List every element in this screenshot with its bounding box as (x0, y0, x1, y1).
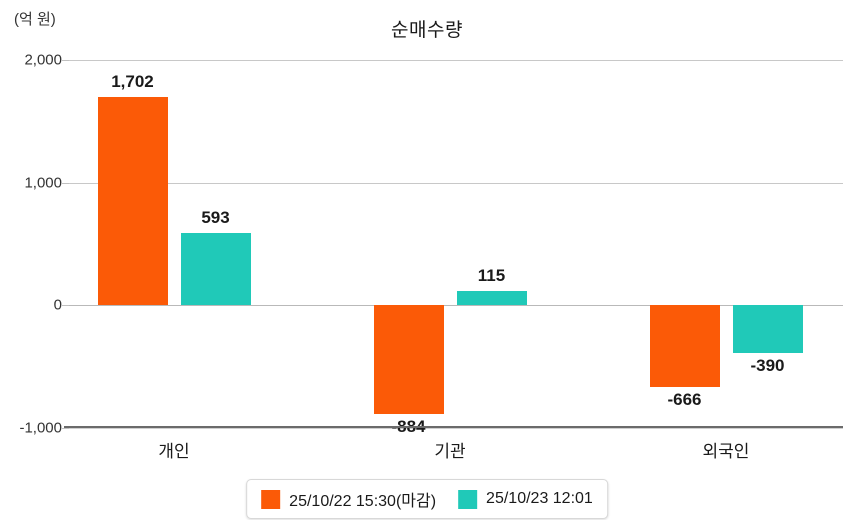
y-axis-unit-label: (억 원) (14, 11, 56, 28)
y-axis-tick-label: 1,000 (24, 174, 62, 192)
gridline (68, 182, 843, 184)
legend-swatch-icon (458, 489, 478, 509)
bar-외국인-series1[interactable] (649, 305, 720, 388)
data-label: -390 (750, 356, 785, 376)
y-axis-tick-label: 2,000 (24, 51, 62, 69)
legend-label: 25/10/23 12:01 (486, 490, 593, 507)
plot-area: 1,702 593 -884 115 -666 -390 (68, 60, 843, 436)
y-axis-tick-label: -1,000 (19, 419, 62, 437)
gridline (68, 60, 843, 61)
data-label: -666 (667, 390, 702, 410)
bar-외국인-series2[interactable] (732, 305, 803, 354)
y-axis-tick-mark (62, 428, 69, 429)
gridline (68, 428, 843, 429)
x-axis-label-기관: 기관 (434, 442, 466, 461)
x-axis-label-개인: 개인 (158, 442, 190, 461)
legend-item-2[interactable]: 25/10/23 12:01 (458, 489, 593, 509)
legend-item-1[interactable]: 25/10/22 15:30(마감) (261, 487, 436, 511)
legend-swatch-icon (261, 489, 281, 509)
x-axis-line (64, 426, 843, 428)
chart-title: 순매수량 (391, 20, 463, 41)
bar-기관-series2[interactable] (456, 291, 527, 306)
legend-label: 25/10/22 15:30(마감) (289, 493, 437, 510)
data-label: 115 (477, 266, 506, 286)
chart-legend[interactable]: 25/10/22 15:30(마감) 25/10/23 12:01 (246, 479, 608, 519)
data-label: 593 (201, 207, 230, 227)
bar-기관-series1[interactable] (373, 305, 444, 414)
y-axis-tick-label: 0 (53, 296, 62, 314)
x-axis-label-외국인: 외국인 (702, 442, 750, 461)
bar-개인-series2[interactable] (180, 232, 251, 306)
y-axis: 2,000 1,000 0 -1,000 (0, 52, 62, 437)
y-axis-tick-mark (62, 305, 69, 307)
y-axis-tick-mark (62, 182, 69, 184)
y-axis-tick-mark (62, 60, 69, 61)
bar-개인-series1[interactable] (97, 96, 168, 306)
data-label: 1,702 (111, 71, 154, 91)
gridline (68, 305, 843, 307)
